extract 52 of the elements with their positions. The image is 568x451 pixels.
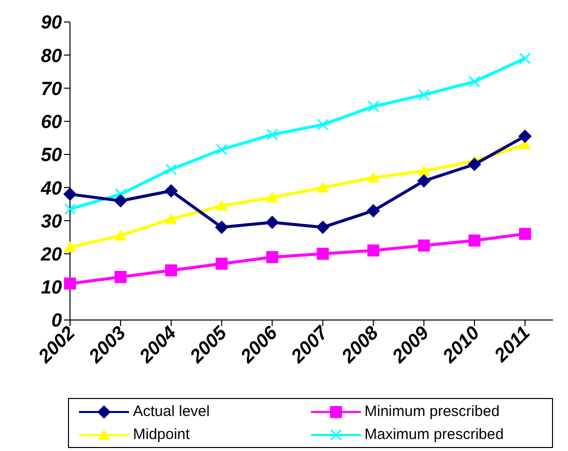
legend-label: Maximum prescribed bbox=[364, 426, 504, 443]
point bbox=[468, 76, 480, 88]
point bbox=[114, 270, 127, 283]
point bbox=[367, 172, 380, 183]
y-tick-label: 80 bbox=[40, 46, 62, 67]
point bbox=[164, 184, 178, 198]
point bbox=[114, 188, 126, 200]
legend-label: Midpoint bbox=[133, 426, 190, 443]
point bbox=[64, 241, 76, 252]
point bbox=[418, 165, 430, 176]
point bbox=[316, 220, 330, 234]
point bbox=[316, 248, 329, 260]
point bbox=[418, 89, 430, 101]
point bbox=[216, 144, 228, 156]
point bbox=[366, 204, 380, 218]
point bbox=[317, 118, 329, 130]
y-tick-label: 60 bbox=[40, 112, 62, 134]
point bbox=[114, 230, 127, 241]
point bbox=[165, 164, 177, 176]
point bbox=[468, 234, 480, 247]
legend-label: Actual level bbox=[133, 403, 210, 420]
point bbox=[64, 203, 76, 215]
point bbox=[266, 251, 278, 264]
y-tick-label: 0 bbox=[51, 310, 62, 332]
point bbox=[266, 128, 278, 140]
y-tick-label: 20 bbox=[40, 244, 62, 266]
point bbox=[64, 278, 76, 290]
point bbox=[368, 100, 380, 112]
point bbox=[216, 200, 228, 211]
point bbox=[518, 130, 532, 143]
point bbox=[519, 52, 531, 64]
y-tick-label: 40 bbox=[40, 178, 62, 200]
point bbox=[266, 191, 278, 202]
y-tick-label: 30 bbox=[40, 211, 62, 232]
point bbox=[64, 188, 76, 201]
point bbox=[165, 264, 178, 276]
y-tick-label: 70 bbox=[40, 78, 62, 100]
point bbox=[316, 182, 329, 193]
y-tick-label: 90 bbox=[40, 12, 62, 34]
point bbox=[468, 158, 481, 171]
point bbox=[114, 194, 128, 208]
point bbox=[519, 228, 531, 240]
point bbox=[165, 213, 178, 224]
point bbox=[417, 174, 430, 188]
legend-label: Minimum prescribed bbox=[364, 403, 500, 420]
y-tick-label: 10 bbox=[40, 278, 62, 299]
point bbox=[266, 216, 279, 229]
y-tick-label: 50 bbox=[40, 145, 62, 166]
point bbox=[216, 258, 228, 270]
point bbox=[418, 240, 430, 252]
point bbox=[215, 220, 228, 234]
point bbox=[367, 244, 380, 256]
